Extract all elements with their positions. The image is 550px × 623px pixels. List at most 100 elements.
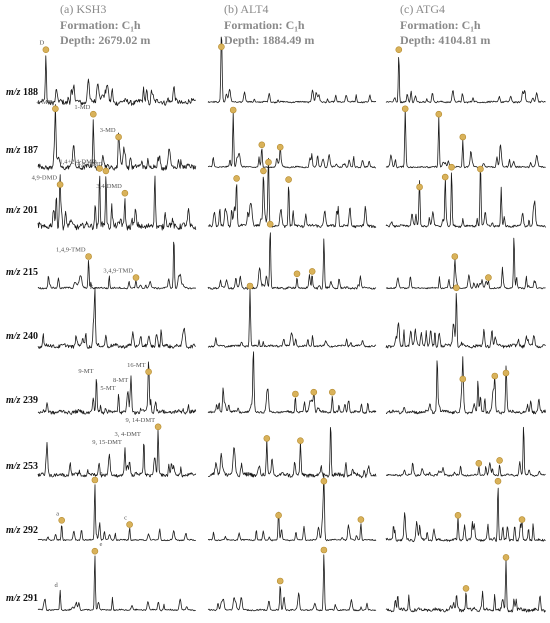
trace-line: [37, 287, 196, 350]
peak-marker: [126, 521, 133, 528]
chromatogram-trace: 4-MD 1-MD 3-MD: [37, 99, 197, 171]
chromatogram-trace: [385, 105, 546, 169]
trace-line: [385, 559, 546, 613]
peak-marker: [453, 284, 460, 292]
trace-line: [207, 288, 377, 348]
panel-depth: Depth: 4104.81 m: [400, 33, 490, 47]
peak-marker: [246, 282, 254, 290]
trace-line: [385, 356, 546, 415]
peak-marker: [441, 173, 449, 181]
peak-marker: [115, 133, 122, 141]
peak-marker: [258, 141, 266, 149]
panel-formation: Formation: C₁h: [224, 18, 305, 32]
peak-label: T: [89, 284, 93, 291]
peak-marker: [494, 477, 502, 485]
peak-label: e: [99, 541, 102, 548]
peak-marker: [491, 372, 499, 380]
mz-row-label: m/z 201: [6, 205, 38, 216]
peak-marker: [275, 511, 282, 519]
peak-marker: [462, 585, 470, 592]
trace-line: [385, 487, 546, 543]
chromatogram-trace: [385, 554, 546, 613]
peak-marker: [395, 46, 403, 54]
chromatogram-trace: [385, 46, 546, 104]
chromatogram-trace: [208, 426, 377, 479]
peak-label: 4-MD: [37, 99, 53, 106]
trace-line: [37, 484, 196, 542]
trace-line: [207, 36, 377, 104]
peak-marker: [459, 133, 467, 141]
mz-row-label: m/z 240: [6, 331, 38, 342]
peak-marker: [85, 253, 92, 260]
peak-label: b: [99, 470, 102, 477]
mz-row-label: m/z 291: [6, 593, 38, 604]
panel-header: (c) ATG4: [400, 2, 445, 16]
peak-marker: [285, 176, 292, 183]
peak-marker: [496, 457, 503, 464]
peak-marker: [102, 167, 110, 175]
peak-marker: [502, 554, 510, 561]
peak-label: 3,4,9-TMD: [103, 268, 133, 275]
peak-label: 1,4,9-TMD: [56, 247, 86, 254]
mz-row-label: m/z 188: [6, 87, 38, 98]
peak-marker: [90, 110, 97, 118]
trace-line: [386, 237, 546, 290]
trace-line: [37, 241, 197, 290]
trace-line: [207, 351, 377, 414]
peak-label: 4,9-DMD: [32, 175, 58, 182]
peak-marker: [292, 390, 299, 398]
peak-marker: [502, 369, 510, 377]
chromatogram-trace: [207, 36, 377, 104]
peak-marker: [154, 423, 162, 431]
peak-marker: [91, 476, 99, 484]
peak-marker: [145, 368, 152, 376]
chromatogram-trace: 1,4,9-TMD 3,4,9-TMD: [37, 241, 197, 290]
trace-line: [207, 472, 377, 542]
peak-label: D: [40, 40, 45, 47]
peak-marker: [435, 110, 443, 118]
panel-depth: Depth: 1884.49 m: [224, 33, 314, 47]
peak-marker: [518, 516, 526, 523]
trace-line: [207, 232, 377, 290]
peak-marker: [96, 165, 103, 172]
peak-marker: [265, 158, 272, 166]
trace-line: [37, 428, 197, 478]
peak-label: 16-MT: [127, 362, 145, 369]
peak-label: 9, 15-DMT: [92, 439, 122, 446]
peak-label: 8-MT: [113, 377, 128, 384]
peak-label: 1-MD: [74, 104, 90, 111]
peak-label: 1,4+2,4-DMD: [59, 158, 97, 165]
panel-depth: Depth: 2679.02 m: [60, 33, 150, 47]
trace-line: [385, 292, 546, 349]
peak-marker: [328, 388, 336, 396]
chromatogram-trace: [207, 472, 377, 542]
peak-marker: [58, 516, 66, 524]
chromatogram-trace: [207, 282, 377, 348]
peak-marker: [121, 189, 129, 197]
chromatogram-trace: [386, 237, 546, 290]
peak-label: 4,8-DMD: [77, 161, 103, 168]
trace-line: [37, 555, 196, 612]
peak-marker: [229, 106, 237, 114]
peak-label: d: [54, 582, 58, 589]
peak-marker: [416, 183, 423, 191]
mz-row-label: m/z 253: [6, 461, 38, 472]
chromatogram-trace: a b c: [37, 470, 196, 542]
chromatogram-trace: T: [37, 284, 196, 350]
peak-marker: [52, 105, 59, 113]
peak-marker: [56, 181, 64, 188]
peak-marker: [91, 547, 99, 555]
chromatogram-trace: de: [37, 541, 196, 612]
peak-marker: [475, 459, 483, 467]
peak-label: c: [124, 515, 127, 522]
chromatogram-trace: [385, 426, 546, 477]
peak-marker: [448, 163, 455, 171]
peak-label: 3-MD: [100, 127, 116, 134]
mz-row-label: m/z 292: [6, 525, 38, 536]
trace-line: [207, 554, 377, 612]
peak-label: 9, 14-DMT: [125, 417, 155, 424]
trace-line: [385, 108, 546, 169]
